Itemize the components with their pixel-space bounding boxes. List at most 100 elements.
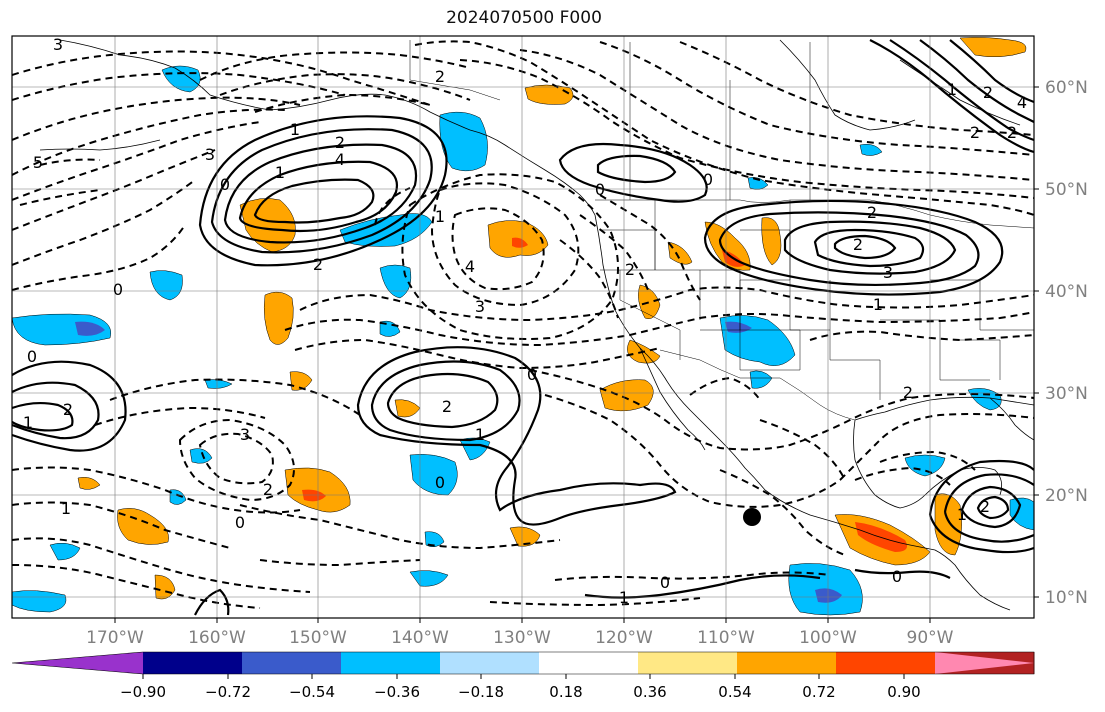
- contour-solid: [928, 459, 1034, 516]
- contour-dashed: [109, 378, 361, 416]
- colorbar: −0.90 −0.72 −0.54 −0.36 −0.18 0.18 0.36 …: [11, 651, 1035, 701]
- island-aleutian: [39, 139, 161, 151]
- contour-label: 3: [205, 145, 215, 164]
- contour-label: 1: [61, 499, 71, 518]
- border-state: [960, 339, 1001, 380]
- contour-label: 0: [703, 170, 713, 189]
- contour-dashed: [579, 214, 649, 291]
- lat-label: 20°N: [1045, 486, 1088, 506]
- contour-label: 5: [33, 153, 43, 172]
- axis-ticks: [114, 86, 1039, 623]
- contour-label: 0: [113, 280, 123, 299]
- contour-dashed: [879, 450, 976, 471]
- border-state: [789, 200, 830, 331]
- contour-dashed: [599, 41, 1034, 156]
- contour-dashed: [254, 93, 431, 113]
- contour-solid: [703, 199, 1004, 296]
- contour-dashed: [12, 72, 346, 101]
- contour-label: 1: [435, 207, 445, 226]
- contour-dashed: [401, 173, 620, 340]
- contour-label: 2: [313, 255, 323, 274]
- shade-patch-red: [302, 489, 326, 502]
- coastline-alaska: [59, 39, 596, 216]
- lon-label: 120°W: [595, 628, 653, 648]
- contour-solid: [12, 381, 100, 440]
- location-marker: [743, 508, 761, 526]
- colorbar-outline: [11, 651, 1035, 675]
- contour-dashed: [544, 394, 1034, 508]
- contour-dashed: [689, 376, 761, 401]
- contour-dashed: [239, 504, 561, 550]
- contour-dashed: [430, 182, 580, 307]
- coastline-florida: [989, 397, 1034, 441]
- colorbar-segment: [638, 652, 738, 674]
- contour-dashed: [519, 49, 1034, 181]
- contour-label: 2: [442, 397, 452, 416]
- contour-dashed: [554, 571, 831, 581]
- contour-solid: [198, 115, 448, 267]
- contour-dashed: [299, 286, 1034, 322]
- contour-label: 3: [883, 263, 893, 282]
- contour-dashed: [294, 338, 661, 370]
- colorbar-segments: [12, 652, 1035, 674]
- shade-patch-orange: [284, 467, 351, 513]
- contour-label: 2: [63, 400, 73, 419]
- contour-label: 2: [853, 235, 863, 254]
- contour-label: 1: [290, 120, 300, 139]
- coastline-hudson: [779, 39, 916, 131]
- contour-dashed: [489, 597, 701, 607]
- colorbar-tick-label: 0.90: [887, 683, 920, 701]
- contour-label: 3: [475, 297, 485, 316]
- contour-dashed: [259, 559, 421, 567]
- contour-label: 3: [53, 35, 63, 54]
- coastline-mexico: [764, 489, 1011, 611]
- shade-patch-orange: [599, 379, 654, 412]
- lon-label: 170°W: [86, 628, 144, 648]
- colorbar-tick-label: −0.90: [120, 683, 166, 701]
- contour-label: 2: [867, 203, 877, 222]
- map-title: 2024070500 F000: [446, 8, 602, 28]
- contour-dashed: [19, 189, 101, 206]
- contour-dashed: [374, 187, 411, 226]
- contour-dashed: [451, 207, 545, 291]
- contour-solid: [386, 372, 499, 429]
- map-border: [11, 35, 1035, 619]
- shade-patch-blue: [424, 531, 445, 548]
- lon-label: 130°W: [493, 628, 551, 648]
- contour-dashed: [12, 121, 261, 201]
- contour-label: 1: [947, 80, 957, 99]
- coastlines: [39, 39, 1034, 611]
- coastline-yucatan: [924, 467, 1003, 496]
- contour-label: 1: [475, 425, 485, 444]
- contour-solid: [356, 346, 677, 526]
- shade-patch-blue: [904, 454, 946, 477]
- contour-label: 0: [595, 180, 605, 199]
- lon-label: 160°W: [188, 628, 246, 648]
- lon-label: 140°W: [391, 628, 449, 648]
- contour-solid: [949, 39, 1034, 104]
- colorbar-extend-low: [12, 652, 143, 674]
- contour-label: 2: [263, 480, 273, 499]
- contour-solid: [943, 511, 1034, 543]
- contour-label: 4: [465, 257, 475, 276]
- contour-dashed: [12, 537, 311, 593]
- contour-dashed: [759, 419, 846, 481]
- contour-dashed: [94, 406, 266, 426]
- contour-solid: [869, 39, 1034, 154]
- contour-solid: [194, 588, 230, 616]
- colorbar-tick-label: 0.18: [549, 683, 582, 701]
- contour-dashed: [414, 40, 1034, 216]
- shade-patch-blue: [204, 379, 233, 389]
- contour-solid: [210, 128, 433, 254]
- contour-solid: [813, 228, 925, 268]
- contour-label: 1: [23, 413, 33, 432]
- border-state: [654, 200, 701, 320]
- colorbar-tick-label: 0.54: [718, 683, 751, 701]
- contour-dashed: [529, 369, 1034, 451]
- lat-label: 60°N: [1045, 78, 1088, 98]
- shade-patch-darkblue: [815, 588, 842, 603]
- contour-dashed: [12, 224, 186, 291]
- contour-solid: [928, 514, 1034, 554]
- shade-patch-blue: [409, 454, 458, 496]
- shade-patch-blue: [409, 570, 449, 587]
